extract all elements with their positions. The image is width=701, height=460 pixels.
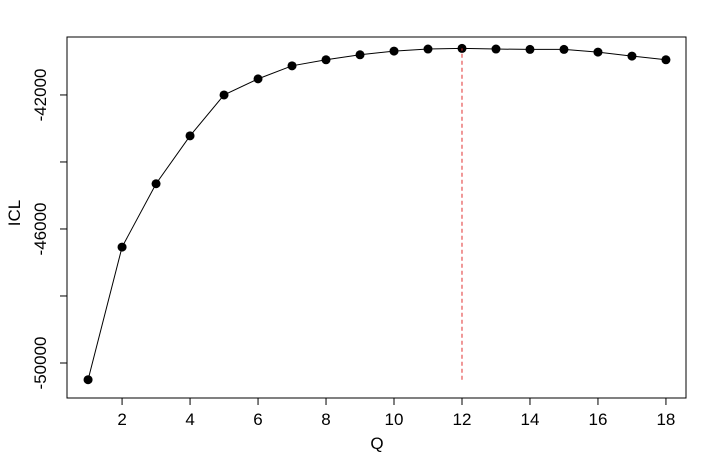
- data-point: [525, 44, 535, 54]
- y-tick-label: -50000: [31, 337, 50, 390]
- data-point: [117, 242, 127, 252]
- x-tick-label: 10: [385, 410, 404, 429]
- data-point: [219, 90, 229, 100]
- x-tick-label: 12: [453, 410, 472, 429]
- x-axis-label: Q: [370, 434, 383, 453]
- x-tick-label: 8: [321, 410, 330, 429]
- data-point: [389, 46, 399, 56]
- data-point: [185, 131, 195, 141]
- series-line: [87, 47, 666, 380]
- x-tick-label: 2: [117, 410, 126, 429]
- x-tick-label: 14: [521, 410, 540, 429]
- y-axis-label: ICL: [5, 200, 24, 226]
- y-tick-label: -42000: [31, 68, 50, 121]
- data-point: [661, 55, 671, 65]
- data-point: [321, 55, 331, 65]
- plot-frame: [66, 36, 687, 399]
- data-point: [627, 51, 637, 61]
- data-point: [355, 50, 365, 60]
- x-tick-label: 16: [588, 410, 607, 429]
- data-point: [287, 61, 297, 71]
- y-tick-label: -46000: [31, 203, 50, 256]
- data-point: [151, 179, 161, 189]
- x-tick-label: 4: [185, 410, 194, 429]
- data-point: [491, 44, 501, 54]
- x-tick-label: 18: [656, 410, 675, 429]
- data-point: [253, 74, 263, 84]
- data-point: [559, 44, 569, 54]
- data-point: [83, 375, 93, 385]
- x-tick-label: 6: [253, 410, 262, 429]
- data-point: [593, 47, 603, 57]
- data-point: [423, 44, 433, 54]
